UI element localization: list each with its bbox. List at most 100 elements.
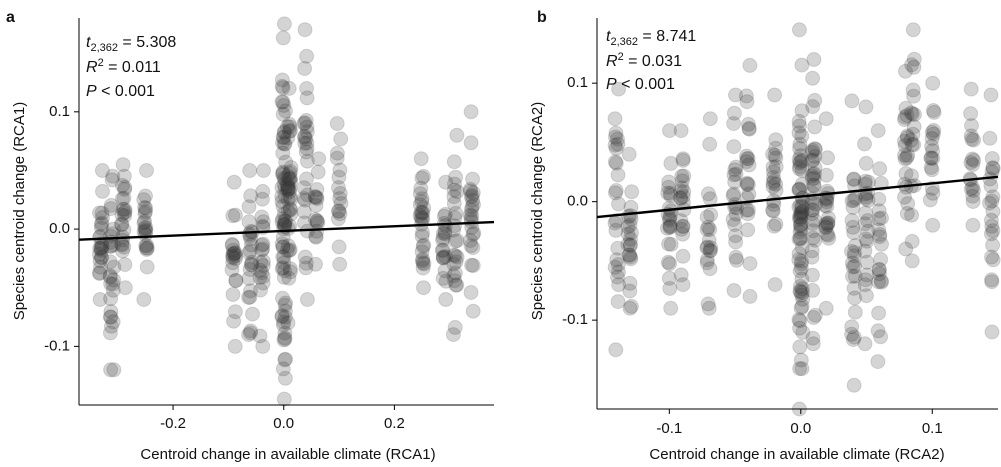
data-point [228,273,244,288]
data-point [274,261,290,277]
panel-b: b -0.1 0.0 0.1 -0.1 0.0 0.1 Centroid cha… [529,9,1001,463]
data-point [255,183,271,199]
data-point [464,202,479,218]
data-point [726,283,742,298]
data-point [765,179,781,195]
data-point [91,246,107,262]
data-point [871,211,887,227]
data-point [662,207,678,223]
regression-line-b [596,175,999,219]
data-point [93,250,109,266]
data-point [331,169,347,185]
data-point [792,231,808,247]
data-point [333,196,349,211]
data-point [106,272,122,288]
data-point [847,304,863,320]
data-point [873,251,889,267]
data-point [282,184,297,200]
data-point [105,168,121,184]
data-point [845,268,860,284]
data-point [608,213,624,229]
data-point [742,57,758,73]
data-point [985,160,1001,176]
data-point [610,136,626,152]
data-point [283,123,298,139]
data-point [274,194,290,210]
data-point [276,136,292,152]
data-point [907,107,922,122]
data-point [279,119,295,135]
data-point [925,75,941,91]
data-point [766,173,782,189]
data-point [275,165,291,181]
data-point [847,178,863,194]
data-point [662,256,678,272]
data-point [277,263,293,279]
data-point [282,189,298,205]
data-point [94,205,110,221]
data-point [608,125,624,141]
data-point [611,277,627,293]
data-point [768,132,784,148]
data-point [279,242,295,258]
data-point [138,240,154,256]
data-point [857,277,873,293]
data-point [821,230,837,246]
data-point [137,200,153,215]
data-point [611,264,626,280]
data-point [299,48,315,64]
data-point [279,179,295,195]
data-point [332,191,348,207]
data-point [740,151,756,166]
data-point [984,249,999,265]
data-point [136,192,152,208]
data-point [307,212,323,227]
data-point [662,218,678,234]
data-point [804,249,820,265]
data-point [447,176,462,192]
data-point [662,281,678,296]
data-point [661,270,677,286]
panel-label-a: a [6,9,15,26]
data-point [329,150,345,166]
data-point [623,298,639,314]
data-point [702,111,718,127]
data-point [804,243,820,259]
data-point [255,338,271,354]
data-point [225,246,241,262]
data-point [308,198,324,213]
data-point [905,22,921,38]
data-point [906,119,922,135]
data-point [791,125,807,141]
data-point [465,303,481,319]
data-point [256,163,271,178]
data-point [332,206,348,222]
x-tick-label-a: -0.2 [160,415,186,432]
data-point [926,122,942,138]
data-point [906,51,922,67]
data-point [794,281,810,297]
data-point [435,250,451,266]
data-point [463,183,479,199]
data-point [329,116,345,131]
data-point [858,155,874,171]
data-point [676,184,692,200]
data-point [608,155,624,171]
data-point [857,336,873,352]
data-point [465,226,481,242]
data-point [805,336,821,352]
data-point [805,223,821,239]
data-point [280,178,296,194]
stat-t-a: t2,362 = 5.308 [86,34,176,54]
data-point [274,72,290,88]
data-point [804,206,820,222]
data-point [412,186,428,202]
data-point [610,167,626,183]
data-point [276,206,292,222]
data-point [963,106,979,122]
data-point [225,287,241,302]
data-point [794,253,809,269]
data-point [93,220,109,236]
data-point [966,132,982,148]
data-point [275,80,291,96]
